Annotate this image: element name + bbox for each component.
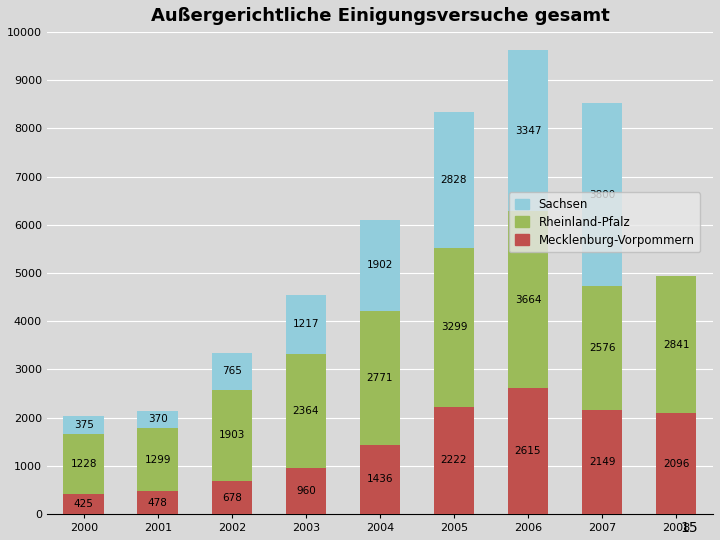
- Text: 960: 960: [296, 486, 316, 496]
- Text: 3664: 3664: [515, 295, 541, 305]
- Text: 3800: 3800: [589, 190, 615, 200]
- Text: 1217: 1217: [292, 320, 319, 329]
- Text: 425: 425: [74, 499, 94, 509]
- Title: Außergerichtliche Einigungsversuche gesamt: Außergerichtliche Einigungsversuche gesa…: [150, 7, 609, 25]
- Bar: [508, 388, 549, 514]
- Text: 2222: 2222: [441, 455, 467, 465]
- Bar: [138, 410, 179, 428]
- Text: 1228: 1228: [71, 459, 97, 469]
- Bar: [582, 103, 622, 286]
- Bar: [582, 286, 622, 410]
- Text: 1436: 1436: [366, 475, 393, 484]
- Text: 478: 478: [148, 497, 168, 508]
- Bar: [63, 494, 104, 514]
- Text: 2615: 2615: [515, 446, 541, 456]
- Text: 2576: 2576: [589, 343, 616, 353]
- Text: 1903: 1903: [219, 430, 245, 441]
- Bar: [286, 354, 326, 468]
- Text: 2828: 2828: [441, 175, 467, 185]
- Text: 3347: 3347: [515, 126, 541, 136]
- Bar: [212, 481, 252, 514]
- Bar: [63, 416, 104, 434]
- Bar: [433, 112, 474, 248]
- Text: 2096: 2096: [663, 458, 689, 469]
- Bar: [582, 410, 622, 514]
- Text: 765: 765: [222, 366, 242, 376]
- Bar: [656, 276, 696, 413]
- Text: 375: 375: [74, 420, 94, 430]
- Bar: [286, 468, 326, 514]
- Bar: [138, 428, 179, 491]
- Bar: [212, 353, 252, 390]
- Text: 2771: 2771: [366, 373, 393, 383]
- Text: 2364: 2364: [292, 406, 319, 416]
- Text: 2841: 2841: [663, 340, 689, 349]
- Bar: [656, 413, 696, 514]
- Bar: [138, 491, 179, 514]
- Bar: [212, 390, 252, 481]
- Legend: Sachsen, Rheinland-Pfalz, Mecklenburg-Vorpommern: Sachsen, Rheinland-Pfalz, Mecklenburg-Vo…: [509, 192, 701, 252]
- Text: 1902: 1902: [366, 260, 393, 271]
- Bar: [433, 248, 474, 407]
- Text: 15: 15: [681, 521, 698, 535]
- Bar: [63, 434, 104, 494]
- Bar: [359, 311, 400, 445]
- Bar: [359, 445, 400, 514]
- Text: 370: 370: [148, 415, 168, 424]
- Bar: [359, 220, 400, 311]
- Bar: [286, 295, 326, 354]
- Bar: [433, 407, 474, 514]
- Bar: [508, 211, 549, 388]
- Text: 678: 678: [222, 492, 242, 503]
- Text: 2149: 2149: [589, 457, 616, 467]
- Text: 3299: 3299: [441, 322, 467, 333]
- Bar: [508, 50, 549, 211]
- Text: 1299: 1299: [145, 455, 171, 465]
